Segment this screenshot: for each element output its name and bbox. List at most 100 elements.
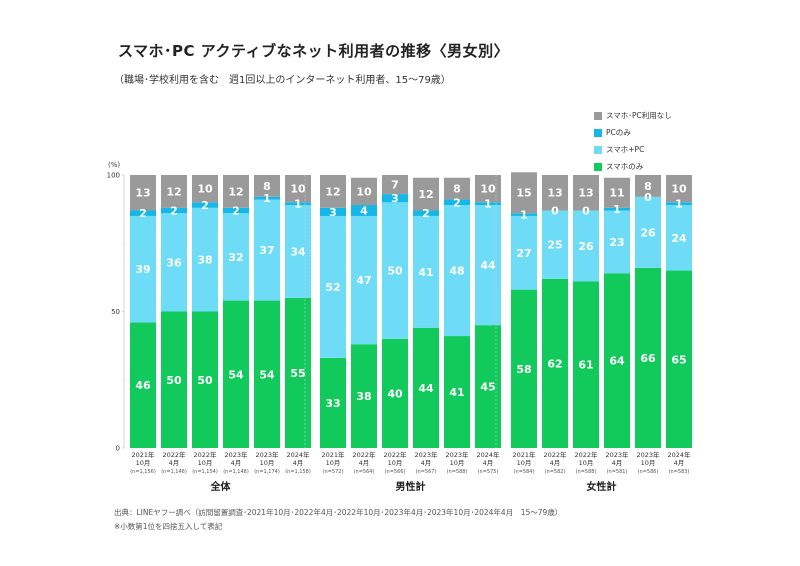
x-tick-n: (n=566)	[385, 469, 406, 475]
bar-segment-none	[351, 177, 377, 206]
legend: スマホ･PC利用なし PCのみ スマホ+PC スマホのみ	[594, 107, 672, 175]
x-tick-month: 10月	[260, 459, 275, 467]
bar-value-label: 50	[166, 374, 182, 387]
bar-segment-smartphone-only	[666, 270, 692, 448]
bar-segment-smartphone-pc	[635, 196, 661, 268]
bar-segment-smartphone-pc	[382, 202, 408, 339]
bar-value-label: 0	[582, 204, 590, 217]
bar-value-label: 48	[449, 265, 464, 278]
bar-value-label: 34	[290, 245, 306, 258]
bar-segment-none	[604, 177, 630, 208]
bar-segment-none	[254, 175, 280, 197]
bar-segment-smartphone-pc	[254, 199, 280, 301]
group-label: 女性計	[587, 480, 617, 493]
bar-segment-smartphone-only	[573, 281, 599, 448]
x-tick-month: 10月	[198, 459, 213, 467]
bar-segment-smartphone-pc	[413, 215, 439, 328]
bar-value-label: 50	[197, 374, 213, 387]
x-tick-month: 4月	[550, 459, 561, 467]
y-tick-label: 50	[111, 308, 120, 316]
bar-value-label: 1	[263, 192, 271, 205]
bar-value-label: 12	[325, 185, 340, 198]
bar-segment-smartphone-only	[635, 267, 661, 448]
bar-value-label: 0	[644, 191, 652, 204]
bar-value-label: 3	[391, 192, 399, 205]
bar-value-label: 55	[290, 367, 305, 380]
bar-value-label: 46	[135, 379, 151, 392]
bar-value-label: 27	[516, 247, 531, 260]
group-label: 全体	[210, 480, 232, 493]
bar-value-label: 62	[547, 357, 562, 370]
bar-segment-pc-only	[351, 205, 377, 216]
bar-segment-smartphone-only	[475, 325, 501, 448]
bar-value-label: 8	[263, 180, 271, 193]
bar-segment-none	[635, 175, 661, 197]
bar-value-label: 10	[480, 183, 496, 196]
chart-title: スマホ･PC アクティブなネット利用者の推移〈男女別〉	[118, 42, 510, 60]
legend-item-smartphone-pc: スマホ+PC	[594, 141, 672, 158]
bar-segment-none	[130, 175, 156, 211]
x-tick-month: 4月	[169, 459, 180, 467]
x-tick-n: (n=1,174)	[254, 469, 280, 475]
x-tick-month: 10月	[641, 459, 656, 467]
bar-value-label: 37	[259, 244, 274, 257]
bar-segment-none	[444, 177, 470, 200]
bar-segment-smartphone-only	[320, 357, 346, 448]
x-tick-month: 10月	[517, 459, 532, 467]
legend-item-none: スマホ･PC利用なし	[594, 107, 672, 124]
x-tick-year: 2022年	[543, 450, 567, 459]
x-tick-year: 2022年	[162, 450, 186, 459]
bar-segment-pc-only	[320, 207, 346, 216]
bar-segment-pc-only	[413, 210, 439, 216]
bar-value-label: 2	[453, 196, 461, 209]
bar-value-label: 41	[418, 266, 433, 279]
bar-segment-pc-only	[223, 207, 249, 214]
x-tick-month: 10月	[326, 459, 341, 467]
bar-segment-smartphone-pc	[444, 205, 470, 337]
bar-value-label: 2	[170, 204, 178, 217]
bar-value-label: 64	[609, 355, 625, 368]
x-tick-year: 2021年	[321, 450, 345, 459]
legend-swatch-smartphone-pc	[594, 145, 602, 154]
bar-segment-none	[511, 172, 537, 214]
x-tick-n: (n=572)	[323, 469, 344, 475]
bar-value-label: 1	[613, 203, 621, 216]
bar-segment-smartphone-pc	[573, 210, 599, 282]
x-tick-n: (n=575)	[478, 469, 499, 475]
bar-value-label: 13	[547, 187, 562, 200]
x-tick-year: 2021年	[131, 450, 155, 459]
bar-segment-pc-only	[192, 202, 218, 208]
bar-segment-smartphone-only	[254, 300, 280, 448]
bar-segment-none	[285, 175, 311, 203]
bar-value-label: 10	[356, 185, 372, 198]
bar-segment-smartphone-only	[161, 311, 187, 448]
bar-segment-smartphone-only	[444, 336, 470, 448]
bar-value-label: 15	[516, 187, 531, 200]
x-tick-year: 2022年	[574, 450, 598, 459]
bar-segment-pc-only	[382, 194, 408, 203]
x-tick-n: (n=584)	[514, 469, 535, 475]
x-tick-month: 4月	[483, 459, 494, 467]
bar-value-label: 2	[139, 207, 147, 220]
legend-item-smartphone-only: スマホのみ	[594, 158, 672, 175]
x-tick-n: (n=583)	[669, 469, 690, 475]
bar-segment-pc-only	[604, 207, 630, 211]
bar-value-label: 54	[228, 368, 244, 381]
bar-value-label: 10	[290, 183, 306, 196]
x-tick-year: 2022年	[352, 450, 376, 459]
bar-segment-none	[666, 175, 692, 203]
bar-segment-none	[573, 175, 599, 211]
legend-label-smartphone-only: スマホのみ	[606, 162, 644, 171]
bar-value-label: 11	[609, 187, 624, 200]
x-tick-year: 2024年	[476, 450, 500, 459]
x-tick-n: (n=582)	[545, 469, 566, 475]
x-tick-month: 4月	[293, 459, 304, 467]
bar-segment-smartphone-pc	[130, 215, 156, 323]
legend-label-none: スマホ･PC利用なし	[606, 111, 672, 120]
x-tick-n: (n=581)	[607, 469, 628, 475]
bar-value-label: 65	[671, 353, 686, 366]
x-tick-month: 10月	[136, 459, 151, 467]
bar-segment-smartphone-only	[351, 344, 377, 448]
legend-swatch-none	[594, 111, 602, 120]
